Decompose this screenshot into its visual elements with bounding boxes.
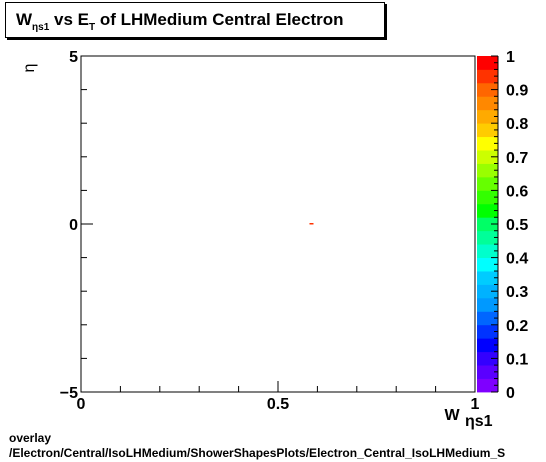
colorbar-tick-label: 0.1: [506, 351, 528, 368]
y-axis-title: η: [21, 64, 38, 73]
plot-frame: [80, 55, 476, 393]
colorbar-segment: [477, 176, 498, 191]
y-tick-label: −5: [60, 385, 78, 402]
colorbar-segment: [477, 244, 498, 258]
colorbar-segment: [477, 351, 498, 366]
colorbar-segment: [477, 69, 498, 84]
colorbar-segment: [477, 56, 498, 70]
colorbar-segment: [477, 190, 498, 205]
title-et-sub: T: [88, 22, 96, 33]
colorbar-segment: [477, 230, 498, 245]
colorbar-segment: [477, 136, 498, 151]
colorbar-tick-label: 0.4: [506, 251, 528, 268]
y-tick-label: 0: [69, 217, 78, 234]
x-axis-ticks: 0 0.5 1: [77, 381, 480, 413]
y-tick-label: 5: [69, 49, 78, 66]
colorbar-tick-label: 0.5: [506, 217, 528, 234]
x-axis-title: W: [444, 407, 460, 424]
colorbar-segment: [477, 378, 498, 393]
colorbar-segment: [477, 338, 498, 353]
title-w-sub: ηs1: [32, 22, 50, 33]
chart-title: Wηs1 vs ET of LHMedium Central Electron: [5, 2, 385, 38]
colorbar-tick-label: 0.7: [506, 150, 528, 167]
footer-overlay: overlay: [9, 431, 52, 445]
heatmap-cells: [309, 223, 314, 225]
x-axis-title-sub: ηs1: [465, 413, 493, 430]
colorbar-segment: [477, 203, 498, 218]
colorbar-tick-label: 0.3: [506, 284, 528, 301]
colorbar-segment: [477, 271, 498, 285]
colorbar-tick-label: 1: [506, 49, 515, 66]
footer-path: /Electron/Central/IsoLHMedium/ShowerShap…: [9, 446, 506, 460]
colorbar-tick-label: 0.6: [506, 183, 528, 200]
colorbar-segment: [477, 365, 498, 379]
colorbar-tick-label: 0: [506, 385, 515, 402]
colorbar-segment: [477, 297, 498, 312]
colorbar-segment: [477, 150, 498, 164]
colorbar-segment: [477, 217, 498, 232]
x-tick-label: 1: [471, 396, 480, 413]
colorbar: [477, 56, 499, 393]
heatmap-cell: [309, 223, 314, 225]
colorbar-segment: [477, 163, 498, 178]
title-w: W: [16, 10, 33, 29]
colorbar-tick-label: 0.2: [506, 318, 528, 335]
colorbar-segment: [477, 109, 498, 124]
colorbar-segment: [477, 311, 498, 326]
colorbar-segment: [477, 82, 498, 97]
colorbar-segment: [477, 324, 498, 339]
title-vs: vs E: [49, 10, 89, 29]
title-rest: of LHMedium Central Electron: [95, 10, 344, 29]
colorbar-segment: [477, 284, 498, 299]
colorbar-tick-label: 0.9: [506, 83, 528, 100]
colorbar-tick-label: 0.8: [506, 116, 528, 133]
x-tick-label: 0.5: [267, 396, 289, 413]
x-tick-label: 0: [77, 396, 86, 413]
y-axis-ticks: −5 0 5: [60, 49, 93, 402]
colorbar-segment: [477, 257, 498, 272]
colorbar-segment: [477, 96, 498, 111]
colorbar-segment: [477, 123, 498, 138]
colorbar-ticks: 0 0.1 0.2 0.3 0.4 0.5 0.6 0.7 0.8 0.9 1: [491, 49, 528, 402]
